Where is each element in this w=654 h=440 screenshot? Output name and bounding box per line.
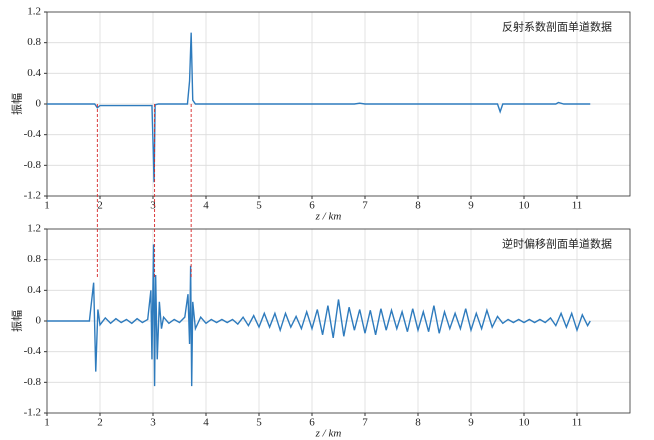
y-tick-label: -0.4 (24, 128, 42, 140)
panel-title: 逆时偏移剖面单道数据 (502, 237, 612, 251)
y-tick-label: -1.2 (24, 407, 41, 419)
x-tick-label: 7 (362, 417, 368, 429)
x-tick-label: 3 (150, 200, 156, 212)
x-axis-label: z / km (315, 428, 342, 440)
x-tick-label: 11 (572, 417, 583, 429)
data-line (47, 244, 591, 387)
y-axis-label: 振幅 (10, 93, 24, 115)
y-tick-label: 0.4 (27, 67, 41, 79)
y-tick-label: 0.8 (27, 253, 41, 265)
x-tick-label: 1 (44, 200, 50, 212)
x-tick-label: 4 (203, 417, 209, 429)
x-tick-label: 4 (203, 200, 209, 212)
y-tick-label: 0 (36, 98, 42, 110)
x-tick-label: 6 (309, 417, 315, 429)
x-tick-label: 5 (256, 200, 262, 212)
y-tick-label: 0.4 (27, 284, 41, 296)
x-tick-label: 2 (97, 200, 103, 212)
data-line (47, 32, 591, 183)
x-axis-label: z / km (315, 211, 342, 223)
x-tick-label: 8 (415, 417, 421, 429)
x-tick-label: 5 (256, 417, 262, 429)
x-tick-label: 10 (519, 200, 531, 212)
x-tick-label: 1 (44, 417, 50, 429)
y-tick-label: -0.8 (24, 159, 42, 171)
x-tick-label: 2 (97, 417, 103, 429)
x-tick-label: 8 (415, 200, 421, 212)
y-tick-label: -1.2 (24, 190, 41, 202)
x-tick-label: 10 (519, 417, 531, 429)
x-tick-label: 7 (362, 200, 368, 212)
x-tick-label: 3 (150, 417, 156, 429)
x-tick-label: 6 (309, 200, 315, 212)
y-tick-label: 0.8 (27, 36, 41, 48)
panel-title: 反射系数剖面单道数据 (502, 20, 612, 34)
y-tick-label: 1.2 (27, 6, 41, 18)
x-tick-label: 9 (468, 417, 474, 429)
y-tick-label: -0.8 (24, 376, 42, 388)
y-tick-label: 0 (36, 315, 42, 327)
y-axis-label: 振幅 (10, 310, 24, 332)
x-tick-label: 11 (572, 200, 583, 212)
y-tick-label: 1.2 (27, 223, 41, 235)
x-tick-label: 9 (468, 200, 474, 212)
y-tick-label: -0.4 (24, 345, 42, 357)
